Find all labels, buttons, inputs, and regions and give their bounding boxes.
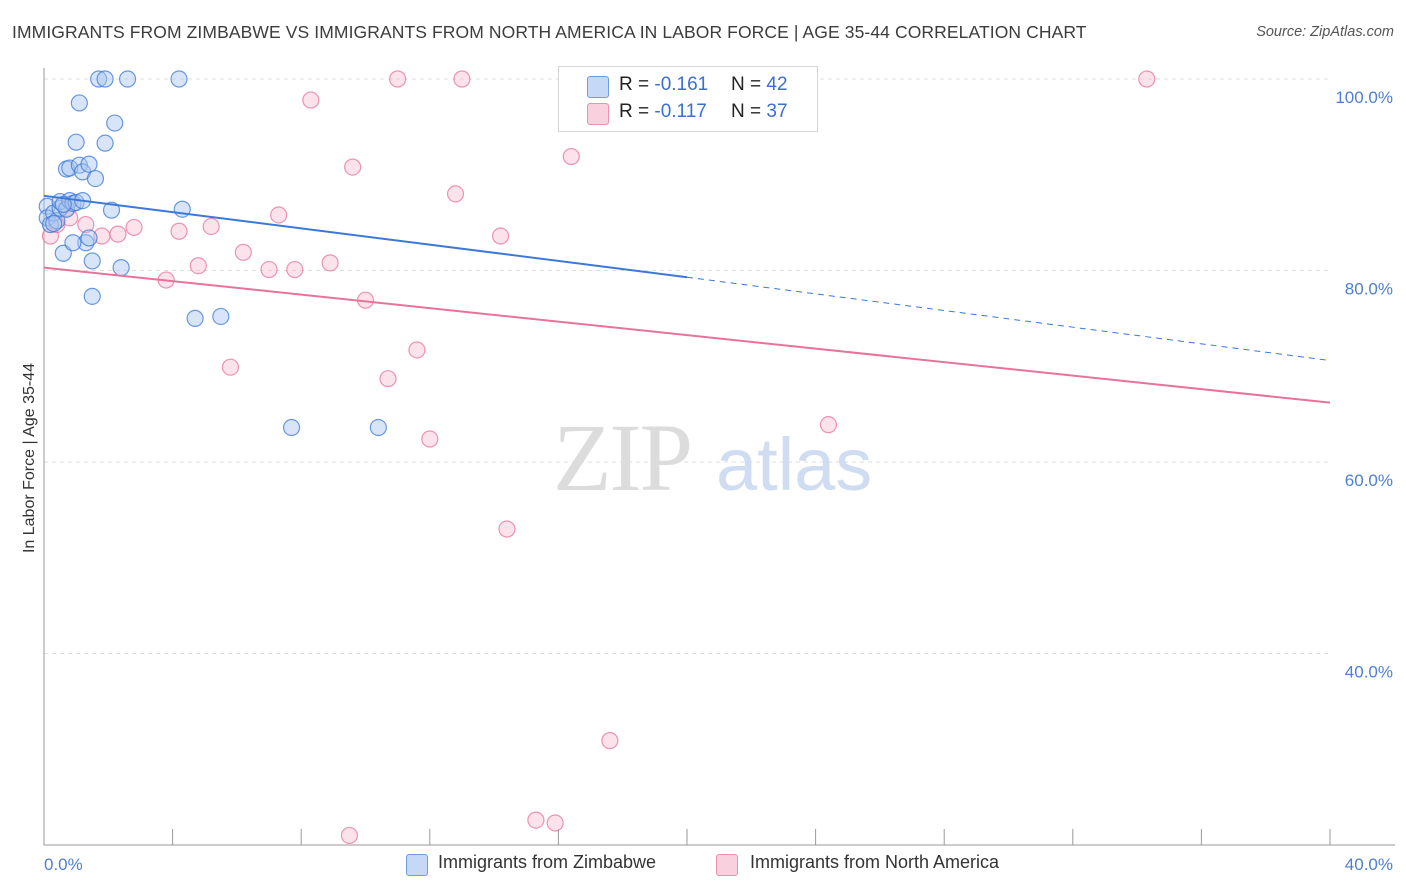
data-point xyxy=(369,418,387,437)
watermark: ZIP atlas xyxy=(553,404,872,511)
data-point xyxy=(83,287,101,305)
axes xyxy=(43,68,1395,846)
data-point xyxy=(202,217,220,236)
pink-swatch xyxy=(716,854,738,876)
series-zimbabwe-points xyxy=(38,70,584,437)
data-point xyxy=(83,252,101,270)
data-point xyxy=(601,732,619,750)
data-point xyxy=(186,309,204,327)
data-point xyxy=(212,307,230,326)
r-value: -0.117 xyxy=(654,101,707,122)
x-tick-label: 0.0% xyxy=(44,855,83,874)
data-point xyxy=(170,70,188,88)
data-point xyxy=(321,254,339,272)
data-point xyxy=(86,169,105,188)
stats-legend: R = -0.161 N = 42 R = -0.117 N = 37 xyxy=(558,66,818,132)
data-point xyxy=(282,418,301,437)
data-point xyxy=(54,195,72,214)
data-point xyxy=(90,70,108,88)
data-point xyxy=(819,416,838,434)
r-label: R = xyxy=(619,74,655,95)
data-point xyxy=(70,94,88,112)
r-label: R = xyxy=(619,101,655,122)
pink-swatch xyxy=(587,103,609,125)
tick-labels: 100.0% 80.0% 60.0% 40.0% 0.0% 40.0% xyxy=(44,88,1393,874)
n-value: 37 xyxy=(766,101,788,122)
blue-swatch xyxy=(587,76,609,98)
trend-lines xyxy=(43,194,1331,404)
source-label: Source: ZipAtlas.com xyxy=(1256,24,1394,40)
data-point xyxy=(189,257,207,275)
data-point xyxy=(125,218,143,237)
r-value: -0.161 xyxy=(654,74,709,95)
data-point xyxy=(421,430,439,448)
x-tick-label: 40.0% xyxy=(1345,855,1393,874)
n-value: 42 xyxy=(766,74,788,95)
y-tick-label: 60.0% xyxy=(1345,471,1393,490)
data-point xyxy=(270,206,288,224)
data-point xyxy=(286,260,304,279)
data-point xyxy=(234,243,252,261)
data-point xyxy=(67,133,85,151)
data-point xyxy=(170,222,188,240)
data-point xyxy=(77,234,95,252)
data-point xyxy=(80,229,98,247)
y-tick-label: 40.0% xyxy=(1345,663,1393,682)
trend-line-north-america xyxy=(43,266,1331,404)
n-label: N = xyxy=(731,74,767,95)
data-point xyxy=(45,214,63,233)
data-point xyxy=(1138,70,1156,88)
data-point xyxy=(221,358,240,376)
data-point xyxy=(344,158,362,176)
y-axis-label: In Labor Force | Age 35-44 xyxy=(21,363,38,553)
trend-line-zimbabwe xyxy=(43,194,688,279)
watermark-zip: ZIP xyxy=(553,404,691,511)
data-point xyxy=(102,201,121,219)
data-point xyxy=(77,215,95,234)
data-point xyxy=(106,114,124,132)
data-point xyxy=(498,520,516,538)
data-point xyxy=(96,134,114,152)
data-point xyxy=(64,234,82,252)
data-point xyxy=(389,70,407,88)
y-tick-label: 100.0% xyxy=(1335,88,1393,107)
trend-line-zimbabwe-extension xyxy=(686,276,1331,362)
data-point xyxy=(527,811,545,829)
data-point xyxy=(446,185,465,203)
data-point xyxy=(260,260,278,279)
data-point xyxy=(340,826,359,845)
data-point xyxy=(112,259,130,277)
n-label: N = xyxy=(731,101,767,122)
y-tick-label: 80.0% xyxy=(1345,280,1393,299)
legend-label: Immigrants from North America xyxy=(750,852,1000,872)
data-point xyxy=(562,147,580,166)
data-point xyxy=(302,91,320,109)
data-point xyxy=(408,341,426,359)
data-point xyxy=(491,227,510,245)
data-point xyxy=(80,155,98,173)
series-legend: Immigrants from Zimbabwe Immigrants from… xyxy=(0,852,1406,878)
data-point xyxy=(109,225,127,243)
data-point xyxy=(453,70,471,88)
legend-label: Immigrants from Zimbabwe xyxy=(438,852,657,872)
data-point xyxy=(546,814,564,832)
watermark-atlas: atlas xyxy=(716,423,872,506)
chart-title: IMMIGRANTS FROM ZIMBABWE VS IMMIGRANTS F… xyxy=(12,22,1087,42)
data-point xyxy=(379,370,397,388)
data-point xyxy=(96,70,114,88)
data-point xyxy=(118,70,137,88)
data-point xyxy=(54,244,72,262)
data-point xyxy=(61,159,79,177)
blue-swatch xyxy=(406,854,428,876)
